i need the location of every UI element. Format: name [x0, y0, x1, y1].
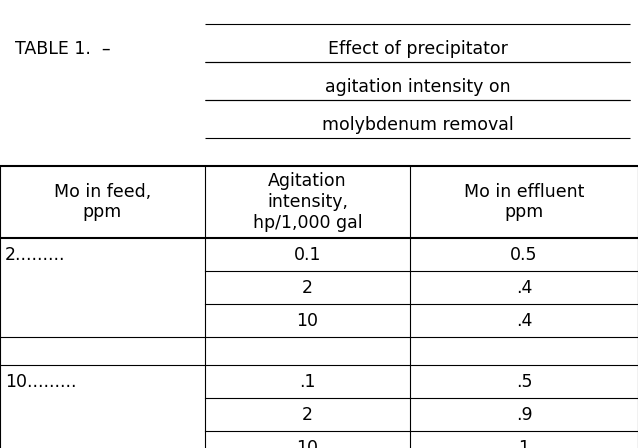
Text: 2.........: 2.........	[5, 246, 66, 264]
Text: agitation intensity on: agitation intensity on	[325, 78, 510, 96]
Text: Agitation
intensity,
hp/1,000 gal: Agitation intensity, hp/1,000 gal	[253, 172, 362, 232]
Text: Mo in feed,
ppm: Mo in feed, ppm	[54, 183, 151, 221]
Text: 0.1: 0.1	[293, 246, 322, 263]
Text: 1: 1	[519, 439, 530, 448]
Text: molybdenum removal: molybdenum removal	[322, 116, 514, 134]
Text: 2: 2	[302, 405, 313, 423]
Text: .9: .9	[516, 405, 532, 423]
Text: 2: 2	[302, 279, 313, 297]
Text: Effect of precipitator: Effect of precipitator	[327, 40, 507, 58]
Text: 10.........: 10.........	[5, 373, 77, 391]
Text: 0.5: 0.5	[510, 246, 538, 263]
Text: 10: 10	[297, 439, 318, 448]
Text: .5: .5	[516, 372, 532, 391]
Text: TABLE 1.  –: TABLE 1. –	[15, 40, 110, 58]
Text: Mo in effluent
ppm: Mo in effluent ppm	[464, 183, 584, 221]
Text: .1: .1	[299, 372, 316, 391]
Text: .4: .4	[516, 279, 532, 297]
Text: .4: .4	[516, 311, 532, 329]
Text: 10: 10	[297, 311, 318, 329]
